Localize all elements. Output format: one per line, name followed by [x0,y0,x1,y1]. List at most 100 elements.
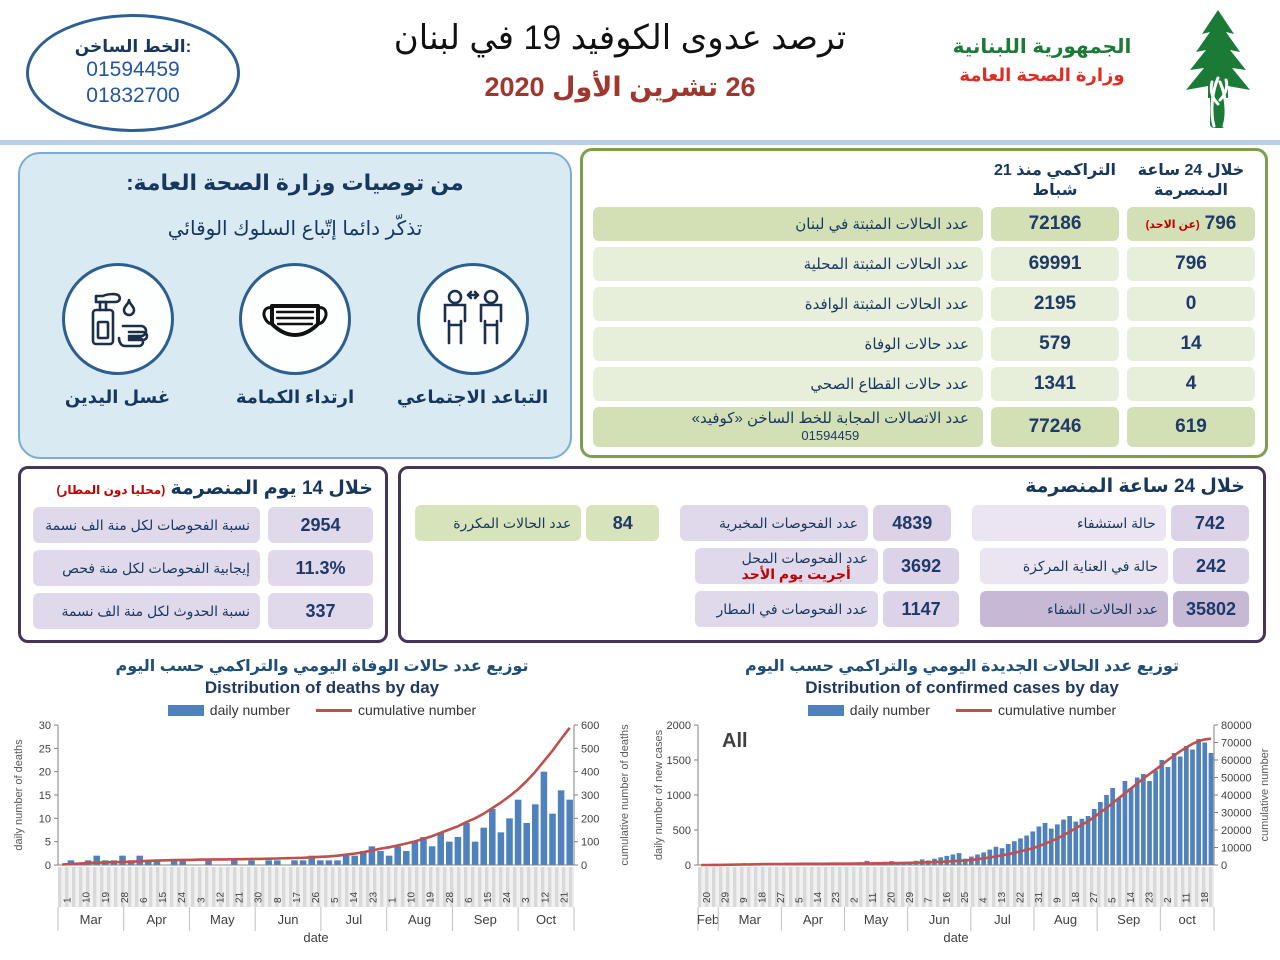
recommendation-hand-washing: غسل اليدين [38,263,198,408]
svg-text:500: 500 [673,825,691,837]
svg-text:11: 11 [1181,892,1192,903]
svg-text:Feb: Feb [697,912,719,927]
deaths-chart: توزيع عدد حالات الوفاة اليومي والتراكمي … [10,656,634,956]
svg-text:25: 25 [39,743,51,755]
hotline-number-1: 01594459 [86,57,180,81]
recommendation-label: غسل اليدين [64,387,171,407]
svg-text:22: 22 [1016,891,1027,903]
svg-text:1500: 1500 [667,755,691,767]
stat-label: إيجابية الفحوصات لكل منة فحص [33,550,260,586]
cases-chart-svg: 20 29 9 18 27 5 14 23 2 11 20 29 7 16 25 4 13 22 31 9 18 27 5 1… [653,720,1271,945]
face-mask-icon [239,263,351,375]
svg-text:14: 14 [1126,891,1137,903]
svg-text:Sep: Sep [1117,912,1140,927]
page-title: ترصد عدوى الكوفيد 19 في لبنان [393,19,847,57]
svg-text:0: 0 [685,860,691,872]
svg-text:30000: 30000 [1221,808,1252,820]
stat-row: 2954 نسبة الفحوصات لكل منة الف نسمة [33,507,373,543]
row-label: عدد الحالات المثبتة المحلية [593,247,983,281]
svg-text:Apr: Apr [146,912,167,927]
svg-text:600: 600 [581,720,599,732]
svg-text:daily number of deaths: daily number of deaths [13,739,25,851]
svg-text:Oct: Oct [536,912,557,927]
value-number: 796 [1204,213,1237,234]
svg-text:15: 15 [158,891,169,903]
hotline-badge: الخط الساخن: 01594459 01832700 [26,14,240,132]
table-row: 619 77246 عدد الاتصالات المجابة للخط الس… [593,407,1255,447]
stat-value: 2954 [268,507,373,543]
svg-text:0: 0 [1221,860,1227,872]
value-24h: 619 [1127,407,1255,447]
stat-value: 84 [586,505,660,541]
column-header-24h: خلال 24 ساعة المنصرمة [1137,162,1245,199]
stat-label: حالة استشفاء [972,505,1166,541]
value-cumulative: 1341 [991,367,1119,401]
svg-text:10: 10 [82,891,93,903]
value-cumulative: 579 [991,327,1119,361]
value-cumulative: 69991 [991,247,1119,281]
svg-text:May: May [864,912,889,927]
deaths-chart-svg: 1 10 19 28 6 15 24 3 12 21 30 8 17 26 5 14 23 1 10 19 28 6 15 2… [13,720,631,945]
value-cumulative: 77246 [991,407,1119,447]
stat-label: عدد الفحوصات في المطار [694,591,879,627]
svg-text:20000: 20000 [1221,825,1252,837]
svg-text:3: 3 [521,897,532,903]
summary-table-header: خلال 24 ساعة المنصرمة التراكمي منذ 21 شب… [593,157,1255,201]
svg-text:5: 5 [45,837,51,849]
legend-daily-label: daily number [849,702,930,718]
stats-24h-title: خلال 24 ساعة المنصرمة [1025,476,1245,497]
svg-text:20: 20 [39,767,51,779]
svg-text:23: 23 [1145,891,1156,903]
svg-text:0: 0 [581,860,587,872]
svg-text:Sep: Sep [474,912,497,927]
ministry-name-line2: وزارة الصحة العامة [959,65,1125,85]
svg-text:10: 10 [39,813,51,825]
svg-text:500: 500 [581,743,599,755]
svg-text:26: 26 [311,891,322,903]
svg-text:10000: 10000 [1221,843,1252,855]
cumulative-series-swatch [955,708,992,712]
svg-text:Aug: Aug [1054,912,1077,927]
chart-legend: daily number cumulative number [650,701,1274,719]
svg-text:30: 30 [254,891,265,903]
svg-text:20: 20 [702,891,713,903]
daily-series-swatch [807,704,844,716]
cumulative-series-swatch [315,708,352,712]
svg-text:21: 21 [235,891,246,903]
table-row: 0 2195 عدد الحالات المثبتة الوافدة [593,287,1255,321]
column-header-cumulative: التراكمي منذ 21 شباط [993,162,1117,199]
svg-text:3: 3 [196,897,207,903]
svg-text:date: date [943,930,968,945]
svg-text:80000: 80000 [1221,720,1252,732]
svg-text:18: 18 [758,891,769,903]
recommendation-label: التباعد الاجتماعي [396,387,549,407]
table-row: 796 (عن الاحد) 72186 عدد الحالات المثبتة… [593,207,1255,241]
svg-text:19: 19 [101,891,112,903]
value-24h: 796 [1127,247,1255,281]
svg-text:8: 8 [273,897,284,903]
svg-text:24: 24 [502,891,513,903]
row-label: عدد الاتصالات المجابة للخط الساخن «كوفيد… [593,407,983,447]
svg-text:29: 29 [721,891,732,903]
stat-value: 4839 [873,505,952,541]
svg-text:cumulative number of deaths: cumulative number of deaths [619,724,631,866]
svg-text:0: 0 [45,860,51,872]
value-cumulative: 2195 [991,287,1119,321]
stat-value: 242 [1173,548,1249,584]
svg-text:Jun: Jun [929,912,950,927]
stat-value: 742 [1170,505,1249,541]
stat-label: نسبة الفحوصات لكل منة الف نسمة [33,507,260,543]
stat-row: 35802 عدد الحالات الشفاء 1147 عدد الفحوص… [415,591,1249,627]
svg-text:9: 9 [1052,897,1063,903]
stat-row: 242 حالة في العناية المركزة 3692 عدد الف… [415,548,1249,584]
row-label-sub: 01594459 [801,428,860,443]
recommendation-label: ارتداء الكمامة [235,387,355,407]
svg-text:2: 2 [850,897,861,903]
stat-label: نسبة الحدوث لكل منة الف نسمة [33,593,260,629]
table-row: 4 1341 عدد حالات القطاع الصحي [593,367,1255,401]
ministry-logo-text: الجمهورية اللبنانية وزارة الصحة العامة [922,34,1162,86]
svg-text:30: 30 [39,720,51,732]
stat-label: عدد الفحوصات المحل أجريت يوم الأحد [694,548,879,584]
row-label: عدد الحالات المثبتة الوافدة [593,287,983,321]
deaths-chart-title-ar: توزيع عدد حالات الوفاة اليومي والتراكمي … [115,658,529,675]
